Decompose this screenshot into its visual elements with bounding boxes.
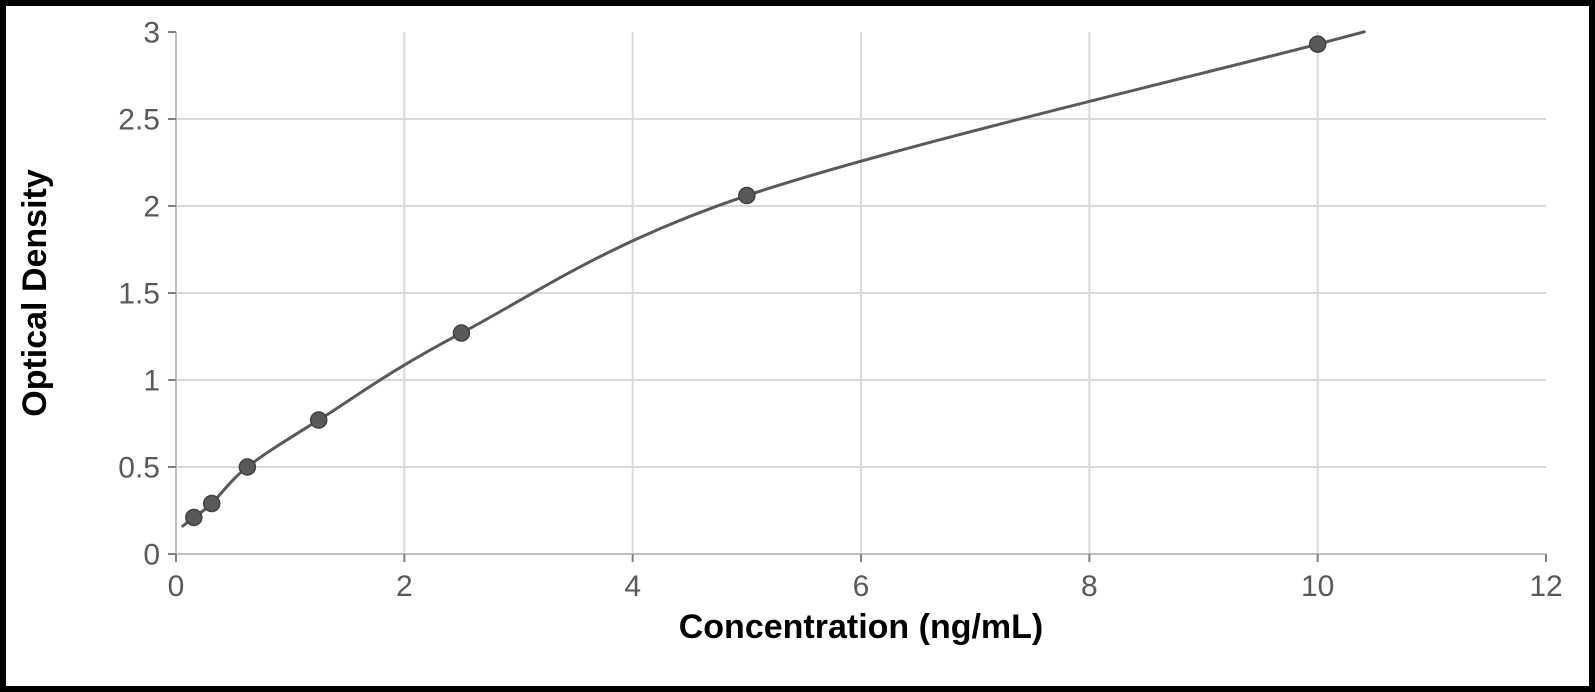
- x-tick-label: 4: [624, 570, 641, 603]
- x-axis-label: Concentration (ng/mL): [679, 608, 1044, 646]
- x-tick-label: 6: [853, 570, 870, 603]
- od-vs-concentration-chart: 0 2 4 6 8 10 12 0 0.5 1 1.5 2 2.5 3 Concentration (ng/…: [6, 6, 1589, 686]
- y-tick-label: 2: [143, 191, 160, 224]
- y-tick-label: 0.5: [118, 452, 160, 485]
- data-point: [186, 509, 202, 525]
- y-tick-label: 2.5: [118, 104, 160, 137]
- y-tick-label: 0: [143, 539, 160, 572]
- x-tick-label: 8: [1081, 570, 1098, 603]
- data-point: [239, 459, 255, 475]
- y-tick-label: 1.5: [118, 278, 160, 311]
- y-axis-label: Optical Density: [16, 169, 54, 417]
- data-point: [1310, 36, 1326, 52]
- x-tick-label: 2: [396, 570, 413, 603]
- data-point: [739, 188, 755, 204]
- data-point: [453, 325, 469, 341]
- y-tick-label: 3: [143, 17, 160, 50]
- y-tick-label: 1: [143, 365, 160, 398]
- chart-frame: 0 2 4 6 8 10 12 0 0.5 1 1.5 2 2.5 3 Concentration (ng/…: [0, 0, 1595, 692]
- x-tick-label: 10: [1301, 570, 1334, 603]
- x-tick-label: 12: [1529, 570, 1562, 603]
- data-point: [311, 412, 327, 428]
- x-tick-label: 0: [168, 570, 185, 603]
- data-point: [204, 496, 220, 512]
